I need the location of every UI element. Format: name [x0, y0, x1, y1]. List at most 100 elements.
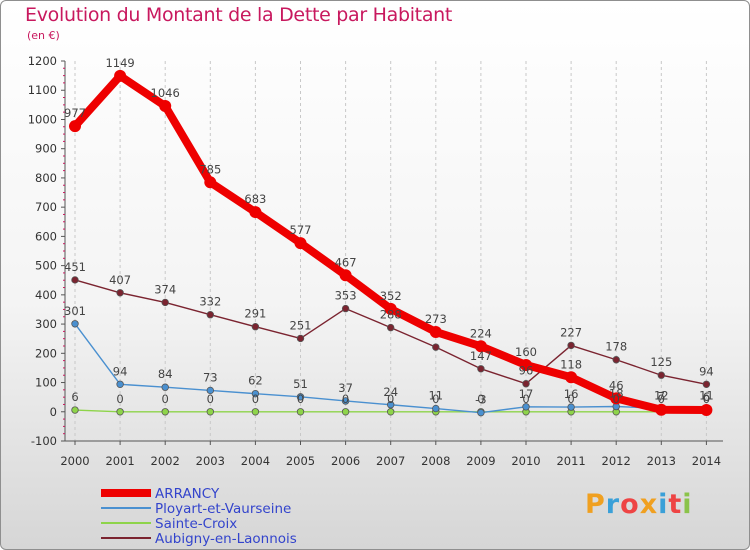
data-point	[116, 289, 124, 297]
logo-letter: P	[585, 489, 606, 520]
x-tick-label: 2001	[105, 454, 134, 468]
data-label: 0	[522, 392, 529, 406]
data-point	[296, 334, 305, 343]
data-point	[341, 397, 350, 405]
x-tick-label: 2012	[602, 454, 631, 468]
y-tick-label: 900	[35, 142, 57, 156]
data-label: 352	[380, 289, 402, 303]
data-point	[71, 276, 79, 284]
data-point	[387, 401, 395, 409]
data-point	[567, 403, 575, 411]
legend-label: Aubigny-en-Laonnois	[155, 531, 297, 547]
data-point	[432, 343, 440, 351]
logo-letter: i	[682, 489, 693, 520]
data-point	[339, 269, 352, 282]
data-label: 178	[605, 340, 627, 354]
data-label: 94	[699, 364, 714, 378]
data-label: 977	[64, 106, 86, 120]
data-point	[159, 100, 172, 113]
data-point	[116, 408, 124, 416]
data-label: 451	[64, 260, 86, 274]
data-label: 0	[207, 392, 214, 406]
y-tick-label: 0	[50, 405, 57, 419]
data-point	[249, 206, 262, 219]
data-point	[206, 311, 214, 319]
y-tick-label: 100	[35, 376, 57, 390]
data-label: 24	[383, 385, 398, 399]
data-label: 96	[519, 364, 534, 378]
x-tick-label: 2007	[376, 454, 405, 468]
data-point	[520, 359, 532, 371]
x-tick-label: 2009	[466, 454, 495, 468]
data-label: 147	[470, 349, 492, 363]
data-point	[565, 371, 578, 384]
logo-letter: o	[620, 489, 640, 520]
data-label: 224	[470, 326, 492, 340]
data-label: 37	[338, 381, 353, 395]
data-label: 0	[477, 392, 484, 406]
data-point	[251, 323, 260, 331]
data-point	[341, 304, 350, 313]
data-point	[612, 356, 620, 364]
data-point	[251, 389, 260, 398]
data-label: 73	[203, 370, 218, 384]
data-point	[204, 176, 217, 189]
data-label: 0	[703, 392, 710, 406]
data-label: 251	[290, 318, 312, 332]
data-label: 0	[116, 392, 123, 406]
data-label: 291	[244, 307, 266, 321]
data-label: 94	[113, 364, 128, 378]
proxiti-logo: Proxiti	[585, 489, 693, 520]
data-label: 0	[387, 392, 394, 406]
data-label: 160	[515, 345, 537, 359]
data-point	[206, 408, 214, 416]
y-tick-label: 800	[35, 171, 57, 185]
x-tick-label: 2014	[692, 454, 721, 468]
x-tick-label: 2002	[151, 454, 180, 468]
data-point	[655, 403, 668, 416]
data-label: 273	[425, 312, 447, 326]
data-point	[161, 298, 169, 307]
y-tick-label: 1000	[28, 112, 57, 126]
data-label: 301	[64, 304, 86, 318]
data-point	[429, 325, 442, 338]
data-point	[71, 320, 79, 328]
x-tick-label: 2005	[286, 454, 315, 468]
data-point	[522, 403, 530, 411]
logo-letter: t	[668, 489, 683, 520]
data-point	[474, 340, 487, 353]
data-point	[294, 237, 307, 250]
data-point	[477, 408, 485, 417]
data-point	[384, 302, 397, 315]
data-label: 683	[244, 192, 266, 206]
data-point	[341, 408, 350, 416]
data-label: 0	[432, 392, 439, 406]
legend-label: ARRANCY	[155, 486, 220, 502]
data-label: 0	[613, 392, 620, 406]
data-label: 7	[658, 390, 665, 404]
logo-letter: i	[658, 489, 669, 520]
data-point	[161, 383, 169, 391]
data-label: 0	[342, 392, 349, 406]
data-label: 0	[252, 392, 259, 406]
chart-title: Evolution du Montant de la Dette par Hab…	[25, 4, 453, 26]
data-label: 0	[162, 392, 169, 406]
logo-letter: x	[639, 489, 659, 520]
data-label: 6	[703, 390, 710, 404]
data-point	[114, 69, 127, 82]
data-label: 467	[335, 255, 357, 269]
data-label: 18	[609, 387, 624, 401]
data-label: 374	[154, 282, 176, 296]
data-point	[296, 393, 305, 401]
data-label: 407	[109, 273, 131, 287]
data-point	[567, 341, 575, 350]
y-tick-label: 400	[35, 288, 57, 302]
chart-subtitle: (en €)	[27, 29, 60, 42]
data-label: 785	[199, 162, 221, 176]
data-point	[387, 408, 395, 416]
data-label: 6	[71, 390, 78, 404]
y-tick-label: 1100	[28, 83, 57, 97]
data-label: 11	[428, 389, 443, 403]
data-point	[116, 380, 124, 388]
data-point	[702, 380, 711, 388]
